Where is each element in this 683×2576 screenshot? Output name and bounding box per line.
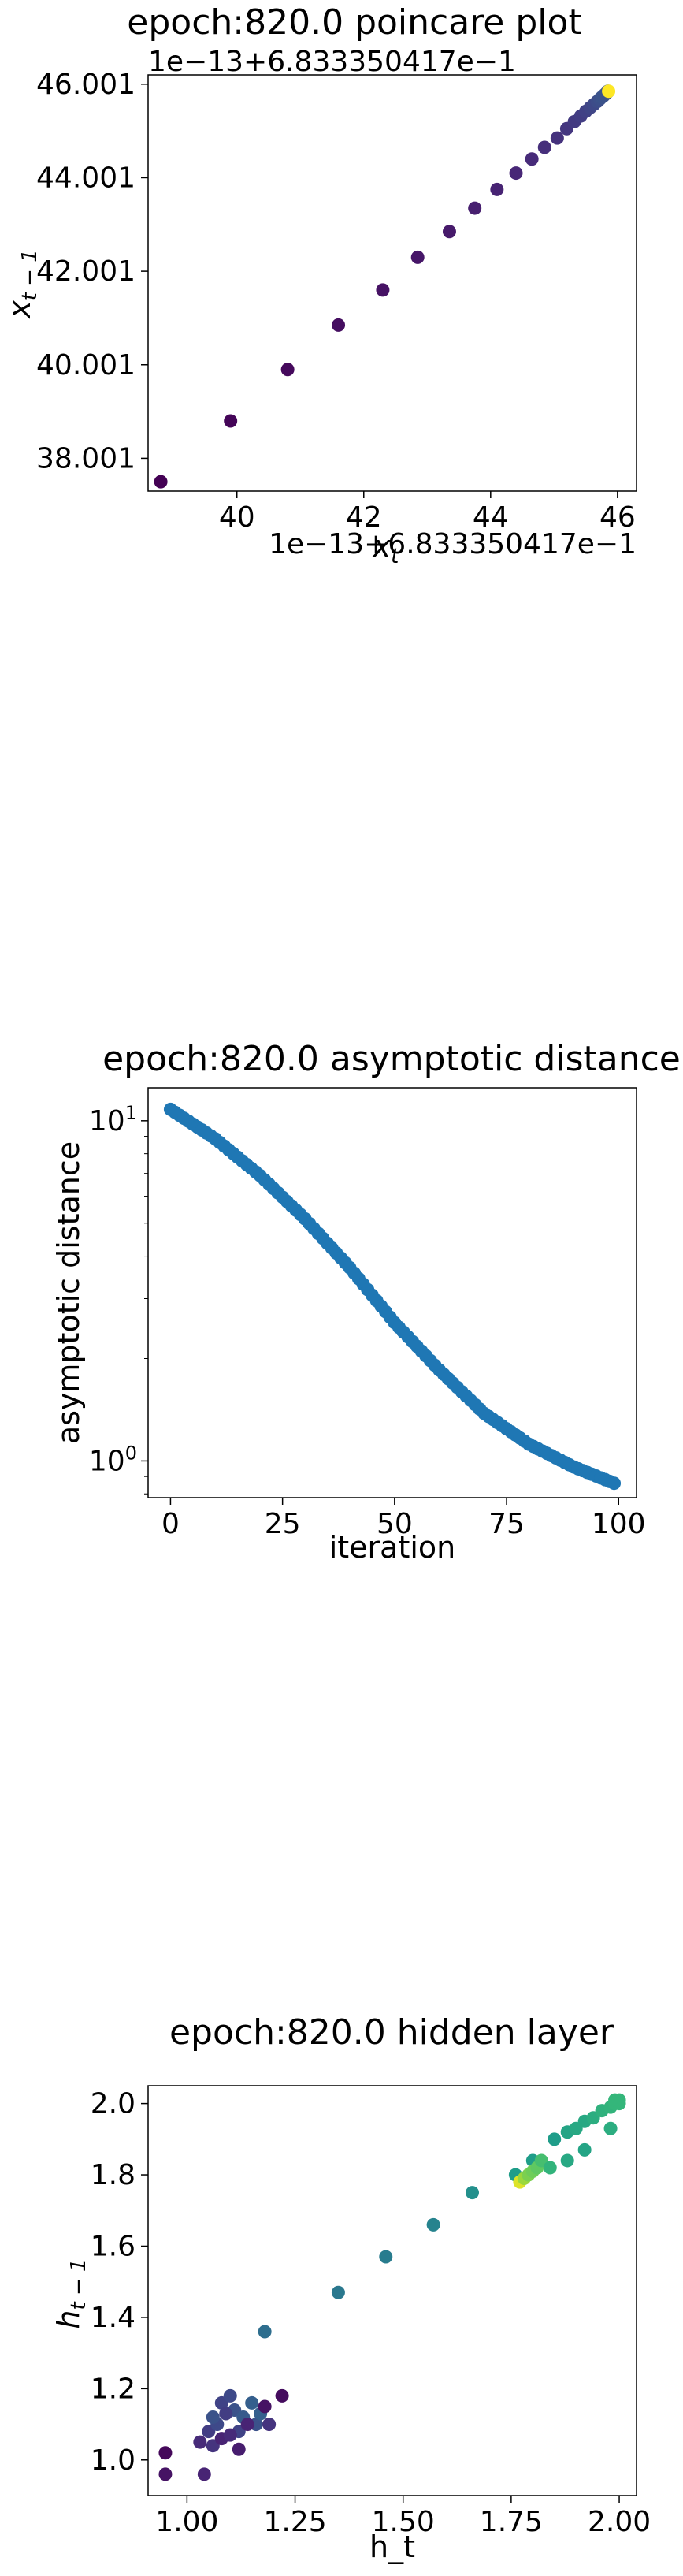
hidden-layer-point xyxy=(206,2410,220,2425)
poincare-point xyxy=(224,414,238,428)
poincare-y-offset-text: 1e−13+6.833350417e−1 xyxy=(148,46,516,78)
hidden-layer-point xyxy=(232,2442,246,2456)
poincare-point xyxy=(154,475,168,489)
asymptotic-y-tick-label: 101 xyxy=(89,1102,137,1137)
asymptotic-distance-title: epoch:820.0 asymptotic distance xyxy=(102,1039,681,1079)
hidden-layer-point xyxy=(193,2435,207,2449)
poincare-plot: epoch:820.0 poincare plot1e−13+6.8333504… xyxy=(2,2,637,568)
asymptotic-distance-chart: epoch:820.0 asymptotic distance 0 25 50 75 10… xyxy=(51,1039,681,1565)
hidden-layer-point xyxy=(158,2446,173,2460)
hidden-layer-point xyxy=(603,2121,618,2135)
hidden-x-tick-label: 1.25 xyxy=(263,2506,326,2538)
asymptotic-x-tick-label: 100 xyxy=(592,1508,646,1540)
poincare-point xyxy=(525,152,539,166)
hidden-layer-point xyxy=(223,2428,237,2442)
asymptotic-x-tick-label: 75 xyxy=(488,1508,525,1540)
hidden-y-tick-label: 1.2 xyxy=(91,2373,135,2405)
poincare-y-tick-label: 44.001 xyxy=(36,162,135,194)
hidden-layer-point xyxy=(258,2399,272,2414)
hidden-y-axis-label: ht − 1 xyxy=(51,2258,91,2328)
hidden-layer-point xyxy=(158,2467,173,2481)
hidden-layer-point xyxy=(275,2388,289,2403)
poincare-x-tick-label: 40 xyxy=(219,501,255,534)
asymptotic-x-tick-label: 50 xyxy=(377,1508,413,1540)
poincare-point xyxy=(537,140,551,154)
hidden-layer-point xyxy=(240,2418,254,2432)
asymptotic-distance-point xyxy=(607,1476,622,1491)
hidden-layer-point xyxy=(262,2418,277,2432)
poincare-y-tick-label: 46.001 xyxy=(36,69,135,101)
hidden-y-tick-label: 1.4 xyxy=(91,2302,135,2334)
poincare-point xyxy=(442,225,456,239)
asymptotic-x-tick-label: 0 xyxy=(161,1508,180,1540)
hidden-layer-title: epoch:820.0 hidden layer xyxy=(169,2012,614,2053)
hidden-layer-point xyxy=(426,2217,440,2232)
hidden-layer-point xyxy=(548,2132,562,2146)
hidden-x-axis-label: h_t xyxy=(369,2529,415,2564)
poincare-plot-frame xyxy=(147,74,637,492)
hidden-y-tick-label: 1.6 xyxy=(91,2230,135,2262)
hidden-layer-point xyxy=(466,2186,480,2200)
asymptotic-x-tick-label: 25 xyxy=(265,1508,301,1540)
hidden-layer-point xyxy=(331,2285,345,2299)
hidden-layer-frame xyxy=(147,2085,637,2496)
poincare-y-tick-label: 42.001 xyxy=(36,255,135,288)
hidden-layer-point xyxy=(379,2250,393,2264)
poincare-y-tick-label: 40.001 xyxy=(36,349,135,382)
asymptotic-y-tick-label: 100 xyxy=(89,1442,137,1477)
hidden-y-tick-label: 1.0 xyxy=(91,2444,135,2477)
hidden-layer-point xyxy=(543,2161,557,2175)
hidden-x-tick-label: 1.00 xyxy=(155,2506,218,2538)
poincare-y-axis-label: xt − 1 xyxy=(2,249,42,319)
poincare-point xyxy=(509,166,523,181)
poincare-x-tick-label: 46 xyxy=(599,501,636,534)
poincare-y-tick-label: 38.001 xyxy=(36,442,135,475)
hidden-layer-point xyxy=(223,2388,237,2403)
hidden-layer-point xyxy=(560,2153,574,2168)
hidden-layer-chart: epoch:820.0 hidden layer 1.00 1.25 1.50 1.75… xyxy=(51,2012,651,2564)
hidden-x-tick-label: 1.75 xyxy=(480,2506,543,2538)
hidden-y-tick-label: 1.8 xyxy=(91,2159,135,2191)
poincare-point xyxy=(376,283,390,297)
poincare-x-tick-label: 44 xyxy=(473,501,509,534)
hidden-layer-point xyxy=(612,2093,626,2107)
poincare-point xyxy=(280,363,295,377)
hidden-layer-point xyxy=(577,2142,592,2157)
hidden-layer-point xyxy=(197,2467,211,2481)
asymptotic-x-axis-label: iteration xyxy=(329,1530,456,1565)
poincare-point xyxy=(490,182,504,196)
hidden-x-tick-label: 1.50 xyxy=(372,2506,435,2538)
asymptotic-distance-frame xyxy=(147,1087,637,1498)
poincare-point xyxy=(332,318,346,332)
poincare-x-axis-label: xt xyxy=(373,529,400,568)
asymptotic-y-axis-label: asymptotic distance xyxy=(51,1141,86,1444)
poincare-point xyxy=(410,250,425,264)
poincare-x-tick-label: 42 xyxy=(346,501,382,534)
poincare-plot-title: epoch:820.0 poincare plot xyxy=(127,2,581,43)
poincare-x-offset-text: 1e−13+6.833350417e−1 xyxy=(269,528,637,560)
poincare-point xyxy=(468,201,482,215)
hidden-y-tick-label: 2.0 xyxy=(91,2088,135,2120)
hidden-layer-point xyxy=(219,2407,233,2421)
poincare-point xyxy=(602,84,616,99)
hidden-x-tick-label: 2.00 xyxy=(588,2506,651,2538)
hidden-layer-point xyxy=(245,2395,259,2410)
poincare-point xyxy=(550,131,564,145)
hidden-layer-point xyxy=(258,2325,272,2339)
